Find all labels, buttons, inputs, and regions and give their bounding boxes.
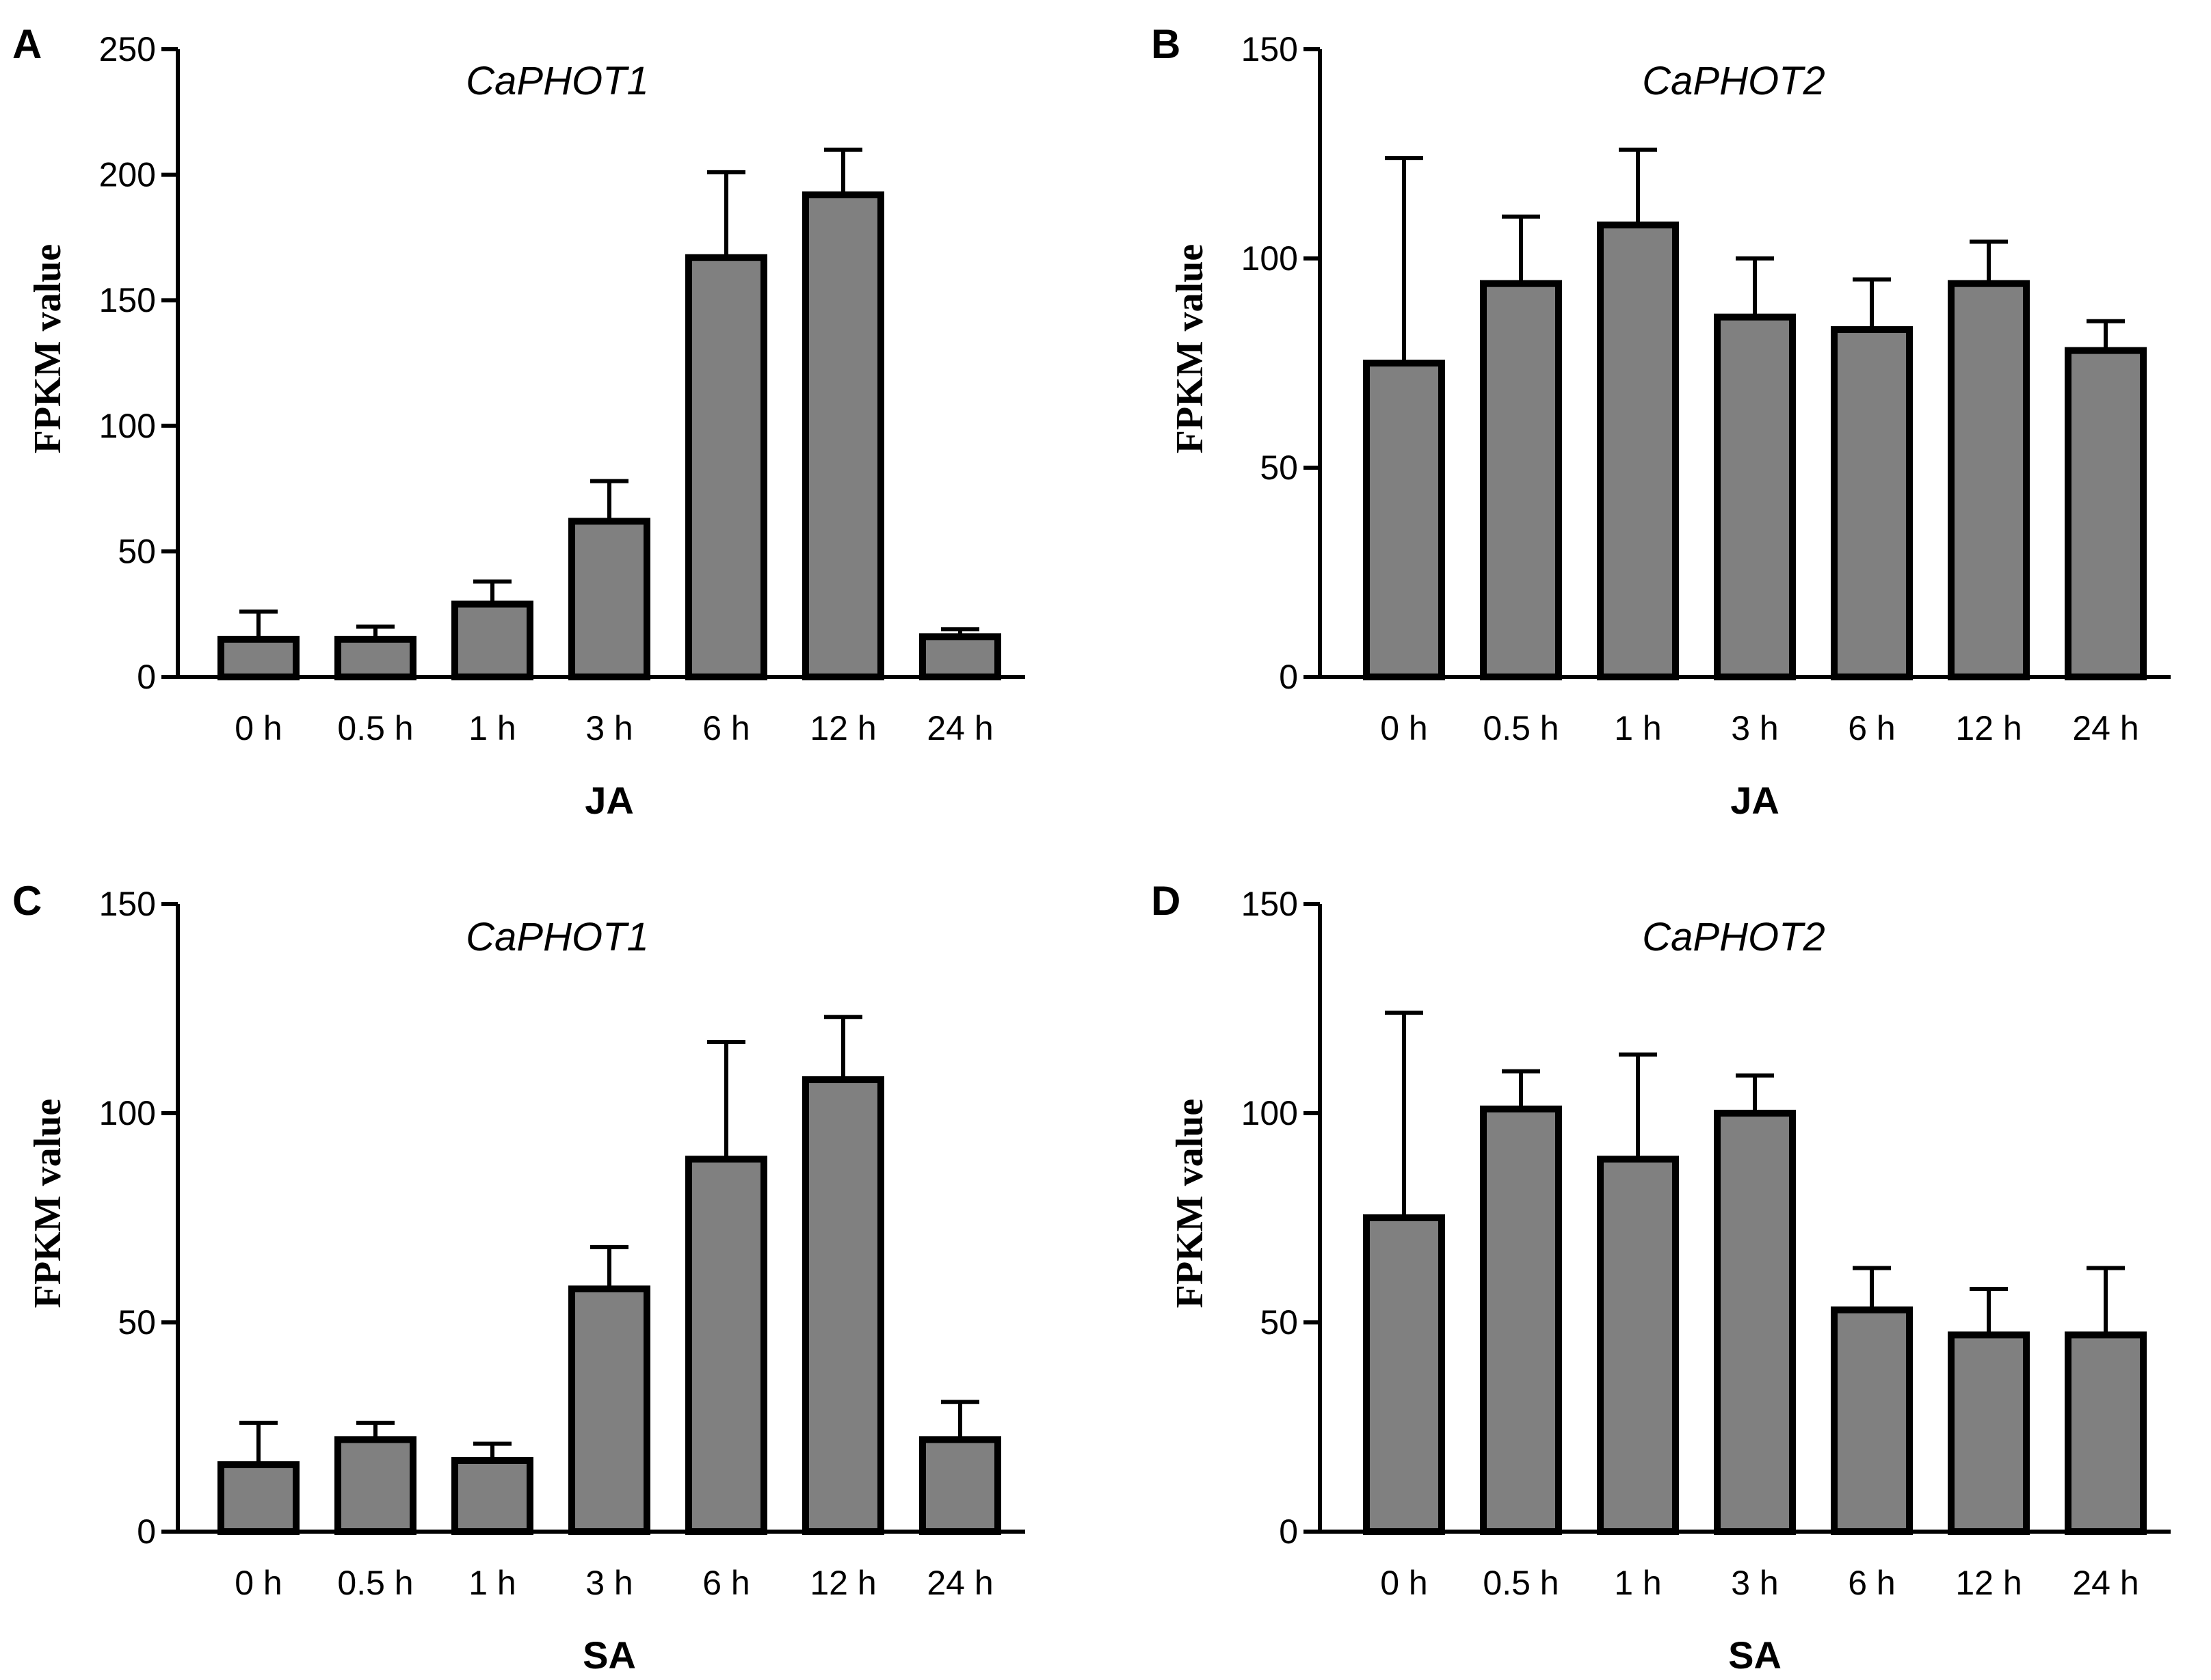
x-tick-label: 1 h	[468, 1564, 516, 1602]
x-tick-label: 6 h	[702, 1564, 750, 1602]
bar-0-5h	[334, 635, 416, 680]
bar-6h	[1831, 326, 1913, 680]
chart-title: CaPHOT2	[1642, 59, 1825, 103]
x-tick-label: 1 h	[1614, 709, 1662, 747]
x-tick-label: 0 h	[1380, 709, 1428, 747]
x-axis-label: SA	[1728, 1634, 1782, 1677]
y-tick-label: 100	[1241, 1094, 1298, 1132]
bar-0-5h	[334, 1436, 416, 1536]
bar-12h	[802, 191, 884, 680]
bar-0h	[1363, 360, 1445, 680]
chart-title: CaPHOT1	[466, 915, 649, 959]
y-tick-label: 150	[1241, 885, 1298, 923]
y-tick-label: 250	[99, 30, 156, 68]
chart-title: CaPHOT1	[466, 59, 649, 103]
bar-6h	[685, 254, 767, 680]
y-tick-label: 50	[1260, 449, 1298, 487]
y-tick-label: 50	[118, 532, 156, 570]
y-tick-label: 100	[99, 1094, 156, 1132]
bar-24h	[2065, 347, 2147, 680]
bar-24h	[919, 1436, 1001, 1536]
bar-1h	[451, 1456, 533, 1535]
y-axis-label: FPKM value	[1169, 1099, 1211, 1308]
x-tick-label: 0.5 h	[1483, 1564, 1559, 1602]
bar-3h	[1714, 1110, 1796, 1535]
bar-24h	[2065, 1331, 2147, 1535]
x-tick-label: 24 h	[927, 1564, 993, 1602]
y-tick-label: 100	[99, 407, 156, 445]
y-tick-label: 0	[137, 1512, 156, 1551]
y-tick-label: 50	[118, 1303, 156, 1342]
y-tick-label: 150	[99, 281, 156, 319]
panel-letter: D	[1151, 878, 1180, 924]
y-tick-label: 50	[1260, 1303, 1298, 1342]
x-axis-label: JA	[1730, 779, 1779, 822]
bar-0h	[1363, 1214, 1445, 1535]
y-tick-label: 0	[1279, 1512, 1298, 1551]
bar-3h	[568, 518, 650, 680]
bar-12h	[802, 1076, 884, 1536]
x-tick-label: 0.5 h	[337, 709, 413, 747]
bar-1h	[1597, 1156, 1679, 1535]
chart-title: CaPHOT2	[1642, 915, 1825, 959]
x-tick-label: 12 h	[810, 1564, 876, 1602]
bar-6h	[685, 1156, 767, 1535]
x-tick-label: 0 h	[235, 709, 282, 747]
y-tick-label: 150	[1241, 30, 1298, 68]
y-axis-label: FPKM value	[27, 1099, 69, 1308]
x-tick-label: 12 h	[1955, 709, 2022, 747]
chart-panel-b: B CaPHOT2 FPKM value 0 50 100 150 0 h 0.5 h 1 h 3 …	[1151, 21, 2171, 822]
bar-1h	[1597, 222, 1679, 681]
x-tick-label: 24 h	[927, 709, 993, 747]
y-axis-label: FPKM value	[27, 244, 69, 453]
x-tick-label: 3 h	[585, 1564, 633, 1602]
panel-letter: C	[12, 878, 42, 924]
y-tick-label: 200	[99, 156, 156, 194]
x-tick-label: 0 h	[235, 1564, 282, 1602]
x-tick-label: 1 h	[1614, 1564, 1662, 1602]
panel-letter: B	[1151, 21, 1180, 67]
panel-letter: A	[12, 21, 42, 67]
y-tick-label: 0	[1279, 658, 1298, 696]
chart-panel-a: A CaPHOT1 FPKM value 0 50 100 150 200 250 0 h 0.5 …	[12, 21, 1025, 822]
x-tick-label: 6 h	[702, 709, 750, 747]
x-tick-label: 6 h	[1848, 709, 1896, 747]
bar-12h	[1948, 1331, 2030, 1535]
x-tick-label: 1 h	[468, 709, 516, 747]
x-tick-label: 0.5 h	[1483, 709, 1559, 747]
y-tick-label: 150	[99, 885, 156, 923]
y-axis-label: FPKM value	[1169, 244, 1211, 453]
bar-0h	[217, 635, 300, 680]
x-tick-label: 0.5 h	[337, 1564, 413, 1602]
x-tick-label: 3 h	[1731, 709, 1779, 747]
bar-6h	[1831, 1306, 1913, 1535]
bar-1h	[451, 600, 533, 681]
bar-0-5h	[1480, 280, 1562, 681]
bar-3h	[1714, 313, 1796, 680]
x-tick-label: 3 h	[1731, 1564, 1779, 1602]
y-tick-label: 100	[1241, 239, 1298, 278]
x-tick-label: 6 h	[1848, 1564, 1896, 1602]
x-axis-label: JA	[585, 779, 634, 822]
bar-0h	[217, 1461, 300, 1536]
x-tick-label: 12 h	[810, 709, 876, 747]
x-tick-label: 0 h	[1380, 1564, 1428, 1602]
x-tick-label: 24 h	[2072, 709, 2139, 747]
x-tick-label: 12 h	[1955, 1564, 2022, 1602]
bar-3h	[568, 1285, 650, 1536]
bar-12h	[1948, 280, 2030, 681]
chart-panel-c: C CaPHOT1 FPKM value 0 50 100 150 0 h 0.5 h 1 h 3 …	[12, 878, 1025, 1677]
x-tick-label: 24 h	[2072, 1564, 2139, 1602]
x-axis-label: SA	[583, 1634, 636, 1677]
x-tick-label: 3 h	[585, 709, 633, 747]
y-tick-label: 0	[137, 658, 156, 696]
bar-24h	[919, 633, 1001, 680]
bar-0-5h	[1480, 1105, 1562, 1535]
chart-panel-d: D CaPHOT2 FPKM value 0 50 100 150 0 h 0.5 h 1 h 3 …	[1151, 878, 2171, 1677]
